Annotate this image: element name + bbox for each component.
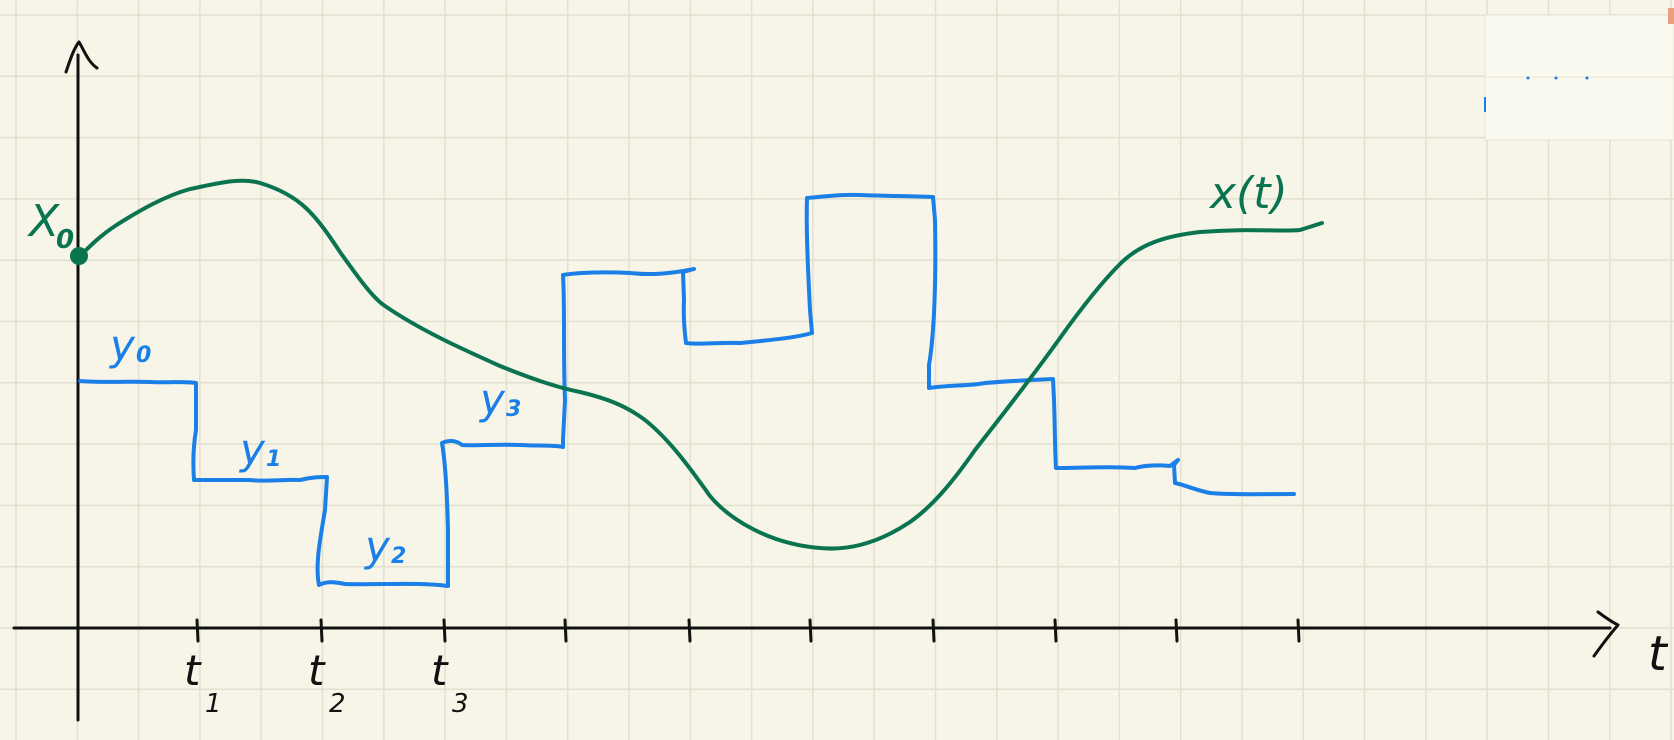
tick-mark [195, 618, 200, 643]
step-label: y [108, 321, 136, 370]
step-labels: y 0y 1y 2y 3 [108, 321, 521, 571]
tick-label: t [431, 646, 449, 695]
tick-mark [1174, 618, 1179, 643]
tick-mark [687, 618, 692, 643]
x0-start-point [70, 247, 88, 265]
tick-label-subscript: 3 [452, 689, 469, 719]
x0-label: X [27, 196, 60, 247]
step-label-subscript: 2 [391, 544, 406, 569]
tick-mark [1053, 618, 1058, 643]
step-label-subscript: 3 [506, 397, 521, 422]
tick-label-subscript: 2 [329, 689, 346, 719]
tick-mark [1296, 618, 1301, 643]
tick-mark [563, 618, 568, 643]
step-label-subscript: 1 [266, 447, 281, 472]
tick-label-subscript: 1 [205, 689, 222, 719]
curve-x-of-t [78, 178, 1324, 551]
tick-mark [808, 618, 813, 643]
x-axis-ticks [195, 618, 1301, 643]
tick-mark [931, 618, 936, 643]
curve-label-x-of-t: x(t) [1208, 168, 1288, 219]
axis-label-t: t [1648, 626, 1669, 682]
x0-label-subscript: 0 [56, 225, 74, 255]
step-label: y [478, 375, 506, 424]
step-label: y [238, 425, 266, 474]
tick-label: t [184, 646, 202, 695]
step-function-y [78, 192, 1296, 588]
tick-mark [442, 618, 447, 643]
y-axis-arrowhead [64, 40, 99, 74]
step-label-subscript: 0 [136, 343, 151, 368]
corner-panel [1484, 8, 1674, 141]
tick-label: t [308, 646, 326, 695]
tick-mark [319, 618, 324, 643]
x-axis-arrowhead [1592, 610, 1620, 658]
step-label: y [363, 522, 391, 571]
axes [12, 40, 1620, 722]
